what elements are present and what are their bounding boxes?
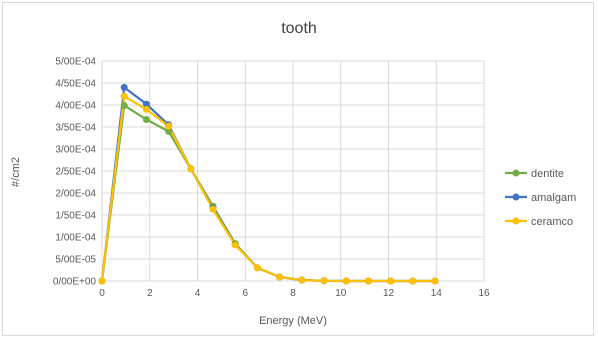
legend-label-dentite: dentite bbox=[531, 168, 564, 180]
data-point-ceramco bbox=[165, 122, 173, 130]
data-point-ceramco bbox=[276, 273, 284, 281]
series-lines bbox=[100, 86, 436, 283]
data-point-ceramco bbox=[98, 277, 106, 285]
x-tick-label: 2 bbox=[147, 288, 153, 299]
y-tick-label: 3/00E-04 bbox=[55, 145, 96, 156]
data-point-ceramco bbox=[142, 105, 150, 113]
data-point-ceramco bbox=[231, 241, 239, 249]
y-tick-label: 2/00E-04 bbox=[55, 189, 96, 200]
y-tick-label: 1/50E-04 bbox=[55, 211, 96, 222]
y-tick-label: 3/50E-04 bbox=[55, 123, 96, 134]
grid-lines bbox=[101, 60, 485, 282]
x-tick-label: 16 bbox=[478, 288, 490, 299]
y-tick-label: 1/00E-04 bbox=[55, 233, 96, 244]
x-tick-label: 0 bbox=[99, 288, 105, 299]
data-point-ceramco bbox=[409, 277, 417, 285]
data-point-dentite bbox=[120, 101, 128, 109]
series-markers bbox=[98, 83, 439, 285]
legend-marker-amalgam bbox=[512, 193, 520, 201]
y-tick-label: 4/00E-04 bbox=[55, 101, 96, 112]
y-tick-label: 5/00E-04 bbox=[55, 57, 96, 68]
y-tick-label: 0/00E+00 bbox=[53, 277, 97, 288]
data-point-ceramco bbox=[209, 205, 217, 213]
legend-marker-dentite bbox=[512, 169, 520, 177]
legend-marker-ceramco bbox=[512, 217, 520, 225]
y-tick-label: 2/50E-04 bbox=[55, 167, 96, 178]
data-point-ceramco bbox=[364, 277, 372, 285]
x-tick-labels: 0 2 4 6 8 10 12 14 16 bbox=[99, 288, 490, 299]
data-point-ceramco bbox=[120, 92, 128, 100]
series-line-amalgam bbox=[100, 86, 436, 283]
chart-title: tooth bbox=[281, 20, 317, 37]
legend-label-amalgam: amalgam bbox=[531, 192, 576, 204]
data-point-ceramco bbox=[298, 276, 306, 284]
data-point-dentite bbox=[142, 116, 150, 124]
y-tick-label: 4/50E-04 bbox=[55, 79, 96, 90]
data-point-ceramco bbox=[253, 264, 261, 272]
data-point-ceramco bbox=[187, 165, 195, 173]
data-point-amalgam bbox=[142, 100, 150, 108]
y-tick-labels: 0/00E+00 5/00E-05 1/00E-04 1/50E-04 2/00E-04… bbox=[53, 57, 97, 288]
series-line-ceramco bbox=[100, 95, 436, 283]
data-point-amalgam bbox=[120, 83, 128, 91]
y-tick-label: 5/00E-05 bbox=[55, 255, 96, 266]
legend-label-ceramco: ceramco bbox=[531, 216, 573, 228]
x-tick-label: 10 bbox=[335, 288, 347, 299]
data-point-ceramco bbox=[431, 277, 439, 285]
x-tick-label: 14 bbox=[431, 288, 443, 299]
x-tick-label: 12 bbox=[383, 288, 395, 299]
y-axis-label: #/cm2 bbox=[10, 157, 22, 187]
x-tick-label: 4 bbox=[195, 288, 201, 299]
x-tick-label: 6 bbox=[242, 288, 248, 299]
x-axis-label: Energy (MeV) bbox=[259, 315, 327, 327]
data-point-ceramco bbox=[320, 277, 328, 285]
x-tick-label: 8 bbox=[290, 288, 296, 299]
data-point-ceramco bbox=[342, 277, 350, 285]
data-point-dentite bbox=[165, 127, 173, 135]
data-point-ceramco bbox=[387, 277, 395, 285]
legend: dentite amalgam ceramco bbox=[505, 168, 576, 228]
